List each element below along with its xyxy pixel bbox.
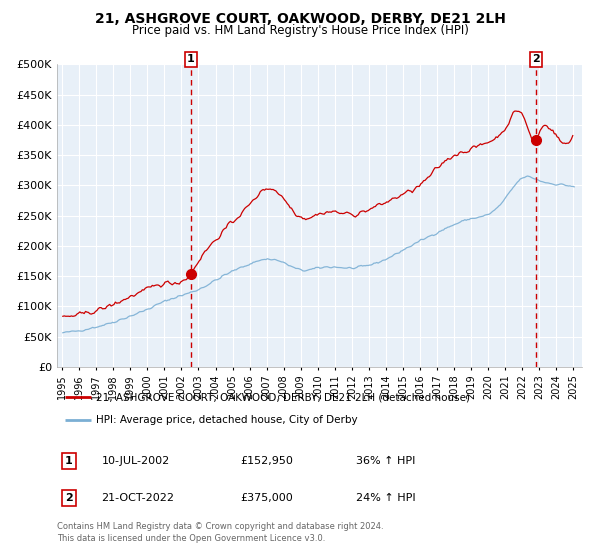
Text: 10-JUL-2002: 10-JUL-2002 — [101, 456, 170, 466]
Text: 2: 2 — [532, 54, 540, 64]
Text: 21-OCT-2022: 21-OCT-2022 — [101, 493, 175, 503]
Text: 1: 1 — [65, 456, 73, 466]
Text: Contains HM Land Registry data © Crown copyright and database right 2024.
This d: Contains HM Land Registry data © Crown c… — [57, 522, 383, 543]
Text: 2: 2 — [65, 493, 73, 503]
Text: 21, ASHGROVE COURT, OAKWOOD, DERBY, DE21 2LH (detached house): 21, ASHGROVE COURT, OAKWOOD, DERBY, DE21… — [97, 392, 470, 402]
Text: HPI: Average price, detached house, City of Derby: HPI: Average price, detached house, City… — [97, 416, 358, 426]
Text: 21, ASHGROVE COURT, OAKWOOD, DERBY, DE21 2LH: 21, ASHGROVE COURT, OAKWOOD, DERBY, DE21… — [95, 12, 505, 26]
Text: £152,950: £152,950 — [241, 456, 293, 466]
Text: 36% ↑ HPI: 36% ↑ HPI — [356, 456, 416, 466]
Text: 24% ↑ HPI: 24% ↑ HPI — [356, 493, 416, 503]
Text: Price paid vs. HM Land Registry's House Price Index (HPI): Price paid vs. HM Land Registry's House … — [131, 24, 469, 37]
Text: £375,000: £375,000 — [241, 493, 293, 503]
Text: 1: 1 — [187, 54, 194, 64]
